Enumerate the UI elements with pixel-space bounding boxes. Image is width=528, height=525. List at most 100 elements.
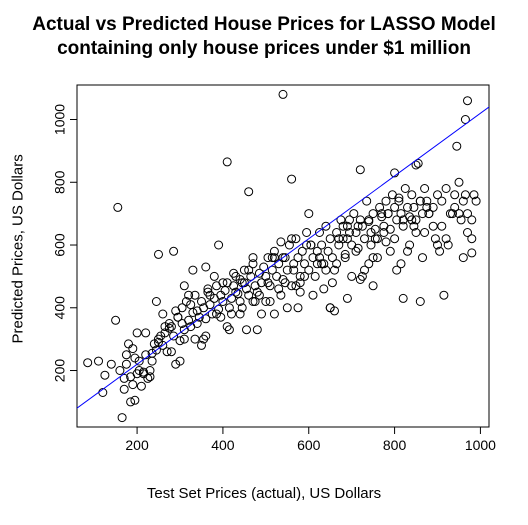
data-point [398, 221, 408, 231]
data-point [325, 234, 335, 244]
data-point [407, 190, 417, 200]
data-point [252, 325, 262, 335]
data-point [398, 293, 408, 303]
data-point [205, 300, 215, 310]
plot-frame [76, 84, 490, 428]
data-point [248, 253, 258, 263]
data-point [345, 228, 354, 237]
data-point [403, 202, 412, 212]
data-point [280, 253, 290, 263]
data-point [342, 221, 352, 231]
data-point [433, 190, 442, 200]
data-point [164, 323, 174, 333]
data-point [415, 196, 425, 206]
data-point [295, 287, 305, 297]
data-point [409, 202, 419, 212]
data-point [450, 202, 460, 212]
data-point [188, 265, 198, 275]
data-point [368, 209, 378, 219]
data-point [235, 297, 245, 306]
y-axis-title: Predicted Prices, US Dollars [9, 154, 27, 344]
data-point [392, 265, 402, 275]
data-point [317, 259, 327, 269]
data-point [282, 265, 292, 275]
data-point [435, 246, 445, 256]
data-point [413, 158, 423, 168]
data-point [400, 184, 410, 193]
data-point [315, 228, 324, 237]
data-point [267, 265, 277, 275]
data-point [351, 228, 361, 237]
data-point [224, 325, 234, 335]
data-point [229, 281, 239, 291]
data-point [345, 215, 354, 225]
data-point [411, 215, 421, 225]
data-point [325, 303, 335, 313]
data-point [203, 284, 213, 294]
data-point [237, 303, 247, 313]
data-point [179, 334, 189, 344]
data-point [460, 115, 470, 124]
data-point [306, 240, 316, 250]
data-point [332, 259, 342, 269]
data-point [154, 249, 163, 259]
data-point [467, 248, 477, 258]
data-point [441, 234, 451, 244]
data-point [428, 202, 438, 212]
data-point [381, 196, 391, 206]
data-point [349, 209, 359, 219]
data-point [269, 246, 279, 256]
data-point [100, 370, 110, 380]
data-point [117, 413, 127, 423]
data-point [312, 259, 322, 269]
data-point [317, 240, 327, 250]
y-tick-label: 200 [52, 359, 68, 383]
fit-line [77, 106, 489, 409]
data-point [390, 202, 400, 212]
data-point [190, 290, 200, 300]
data-point [383, 209, 393, 219]
data-point [420, 184, 430, 193]
data-point [203, 287, 213, 297]
data-point [452, 141, 462, 151]
data-point [244, 187, 254, 197]
data-point [190, 334, 200, 344]
data-point [261, 297, 271, 306]
data-point [360, 265, 369, 275]
data-point [252, 287, 262, 297]
data-point [454, 177, 464, 187]
data-point [194, 312, 204, 322]
data-point [257, 309, 266, 319]
x-axis-title: Test Set Prices (actual), US Dollars [146, 485, 382, 502]
data-point [154, 334, 163, 344]
data-point [355, 275, 365, 284]
data-point [154, 337, 163, 347]
data-point [403, 246, 412, 256]
data-point [130, 395, 140, 405]
data-point [450, 190, 460, 200]
data-point [445, 209, 455, 219]
data-point [242, 284, 251, 294]
data-point [293, 253, 303, 263]
data-point [366, 240, 376, 250]
data-point [418, 253, 427, 263]
data-point [175, 356, 185, 366]
data-point [199, 334, 209, 344]
data-point [448, 209, 457, 219]
data-point [254, 290, 264, 300]
data-point [353, 221, 363, 231]
data-point [422, 202, 432, 212]
data-point [304, 209, 314, 219]
data-point [460, 190, 470, 200]
data-point [390, 234, 400, 244]
data-point [364, 259, 374, 269]
y-tick-label: 600 [52, 233, 68, 257]
data-point [289, 265, 299, 275]
data-point [338, 234, 348, 244]
data-point [433, 240, 442, 250]
data-point [315, 253, 324, 263]
data-point [121, 359, 131, 369]
data-point [83, 358, 93, 368]
data-point [282, 303, 292, 313]
